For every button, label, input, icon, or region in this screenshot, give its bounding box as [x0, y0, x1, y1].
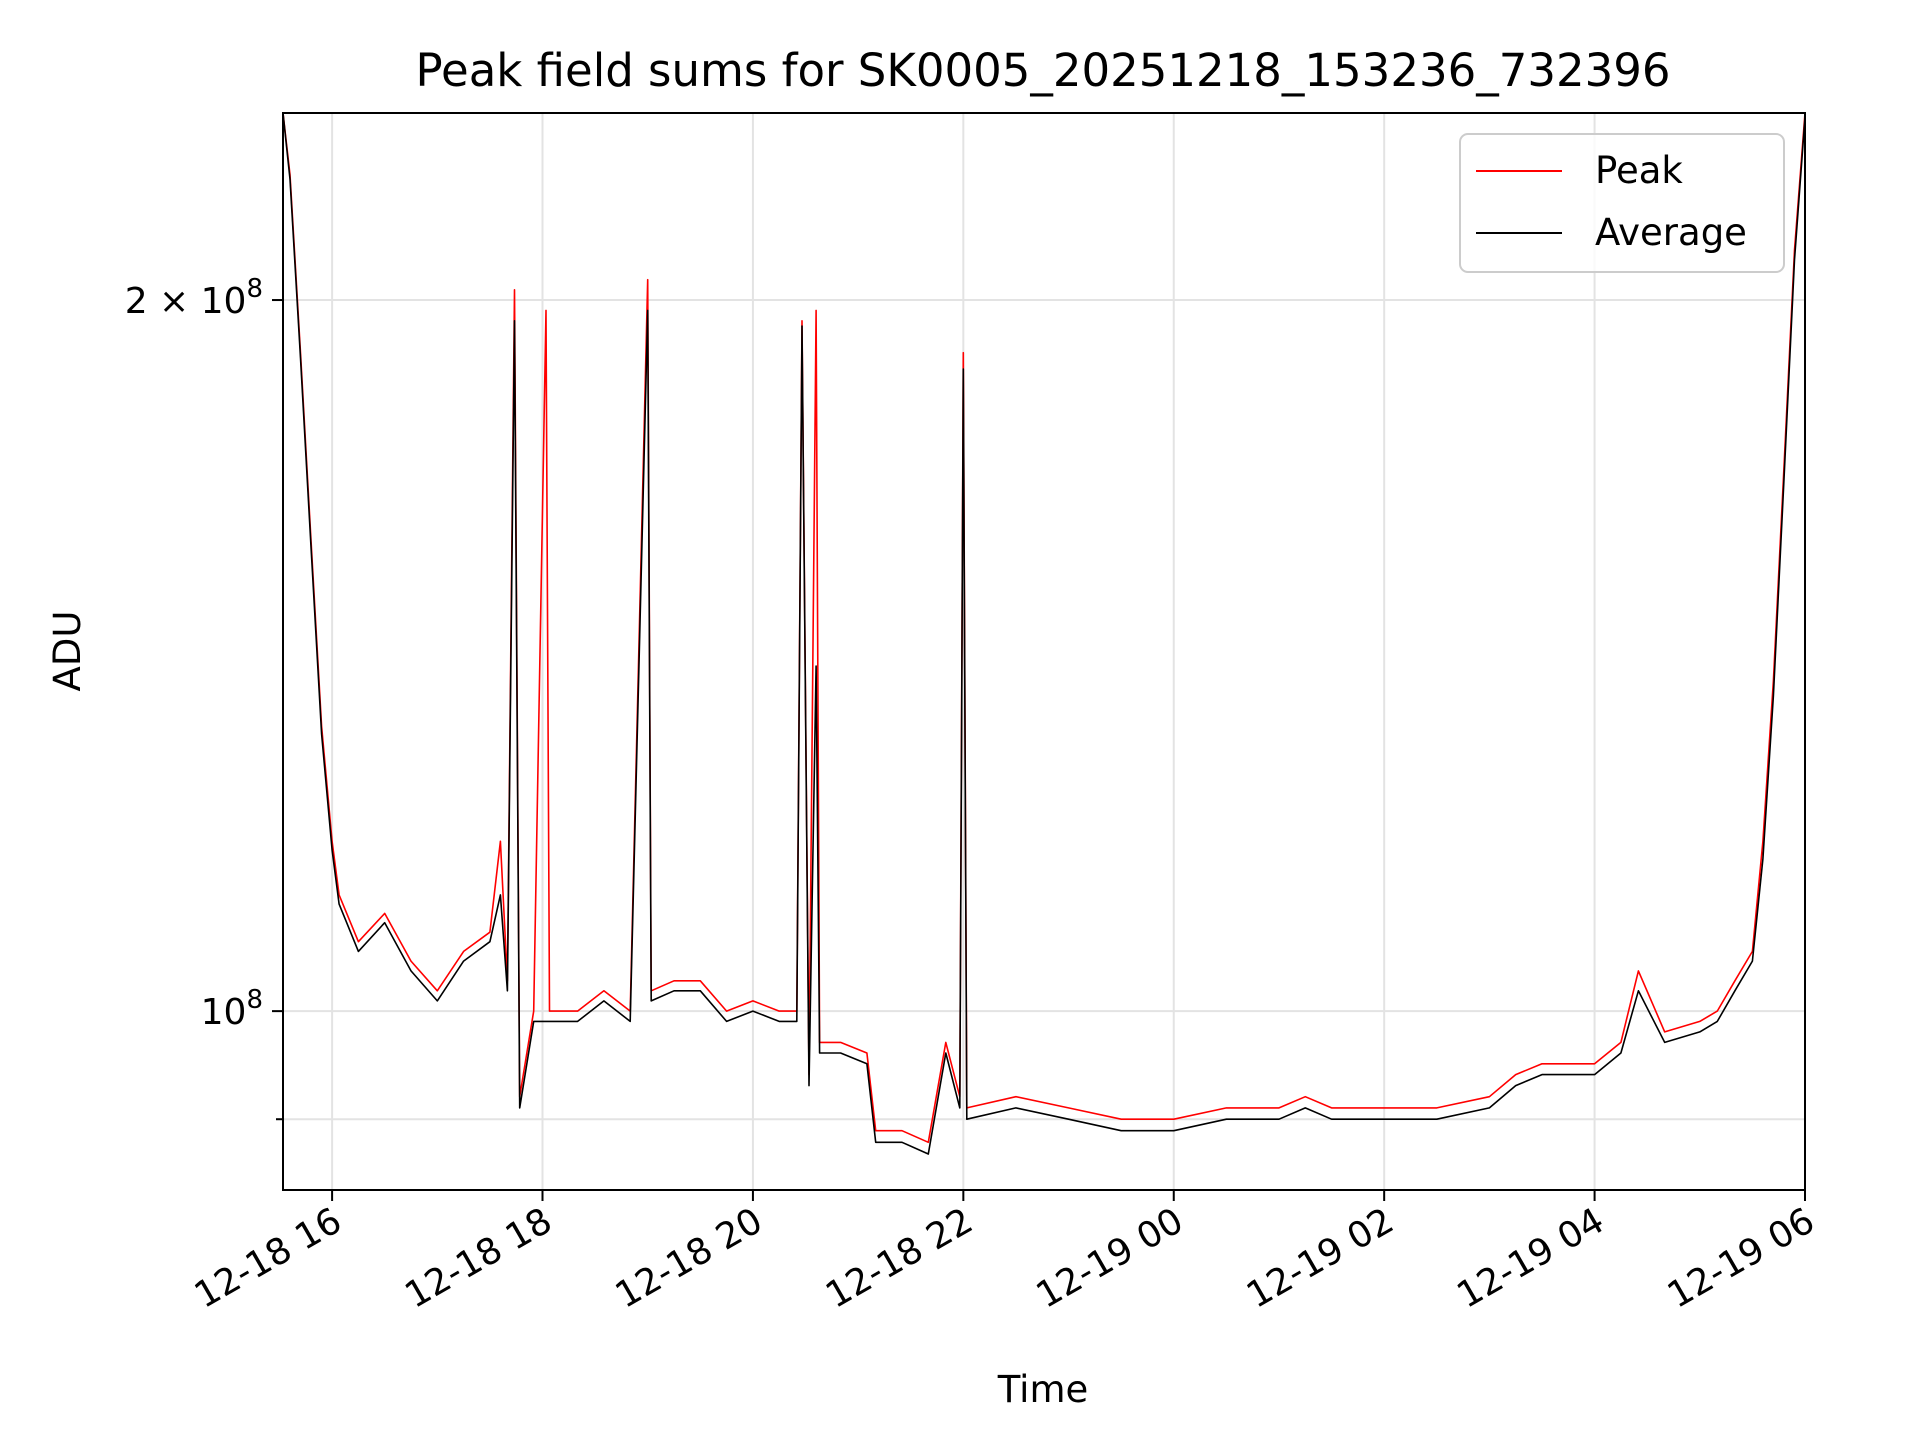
y-axis-ticks: 108 2 × 108: [125, 274, 283, 1121]
legend-peak-label: Peak: [1595, 149, 1683, 192]
y-axis-label: ADU: [46, 611, 89, 692]
legend-box: [1459, 133, 1785, 273]
series-line-average: [283, 113, 1805, 1155]
legend-average-label: Average: [1595, 211, 1747, 254]
series-layer: [283, 113, 1805, 1155]
legend: Peak Average: [1459, 133, 1785, 273]
plot-frame: [282, 112, 1806, 1191]
series-line-peak: [283, 113, 1805, 1144]
y-tick-label: 108: [201, 985, 263, 1033]
x-axis-label: Time: [997, 1368, 1089, 1411]
y-tick-label: 2 × 108: [125, 274, 263, 322]
chart-title: Peak field sums for SK0005_20251218_1532…: [416, 44, 1671, 97]
